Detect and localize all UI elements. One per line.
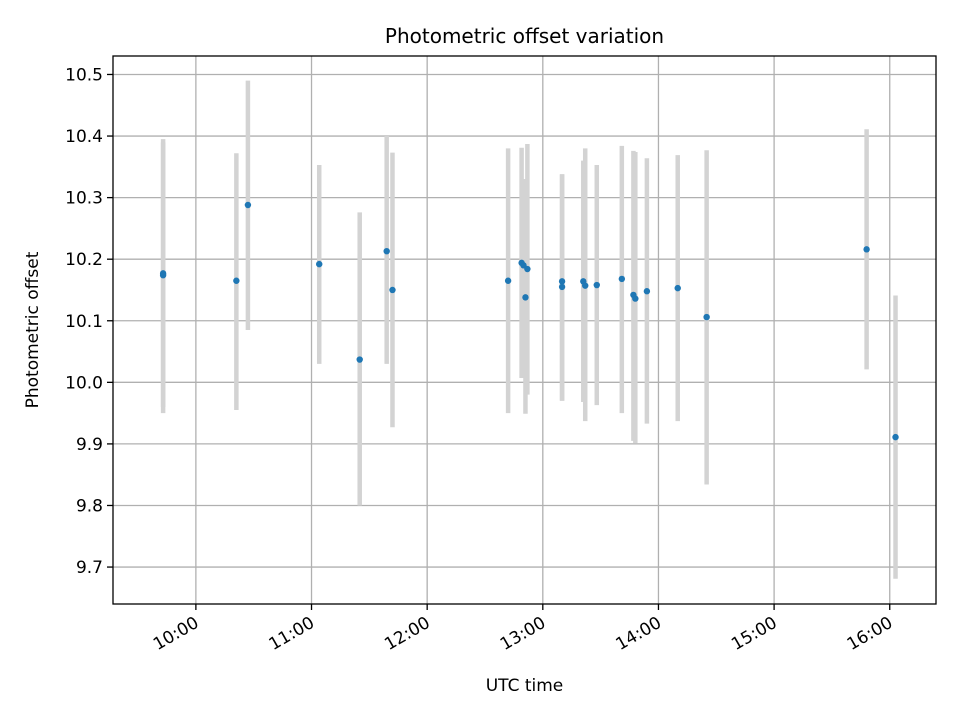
data-point [504, 277, 512, 284]
data-point [618, 275, 626, 283]
y-axis-label: Photometric offset [23, 251, 43, 408]
y-tick-label: 9.8 [76, 496, 103, 516]
data-point [244, 201, 252, 209]
data-point [593, 281, 600, 289]
y-tick-label: 10.5 [65, 65, 103, 85]
data-point [522, 294, 529, 301]
data-point [558, 278, 566, 285]
data-point [558, 283, 566, 291]
data-point [233, 277, 240, 284]
data-point [674, 284, 681, 292]
data-point [159, 272, 167, 279]
data-point [632, 295, 639, 302]
y-tick-label: 10.1 [65, 312, 103, 332]
plot-area-frame [112, 55, 937, 605]
data-point [582, 282, 589, 289]
data-point [892, 433, 899, 441]
y-tick-label: 10.2 [65, 250, 103, 270]
data-point [703, 313, 710, 321]
chart-title: Photometric offset variation [385, 24, 664, 48]
y-tick-label: 10.4 [65, 127, 103, 147]
x-axis-label: UTC time [486, 676, 564, 696]
data-point [863, 246, 870, 253]
data-point [524, 265, 531, 273]
data-points [159, 201, 899, 441]
data-point [316, 260, 323, 268]
y-tick-label: 10.0 [65, 373, 103, 393]
data-point [643, 288, 651, 295]
data-point [356, 356, 363, 363]
y-tick-label: 9.7 [76, 558, 103, 578]
data-point [383, 247, 390, 255]
y-axis: 9.7 9.8 9.9 10.0 10.1 10.2 10.3 10.4 10.5 [65, 65, 113, 578]
y-tick-label: 10.3 [65, 189, 103, 209]
data-point [389, 286, 396, 294]
y-tick-label: 9.9 [76, 435, 103, 455]
